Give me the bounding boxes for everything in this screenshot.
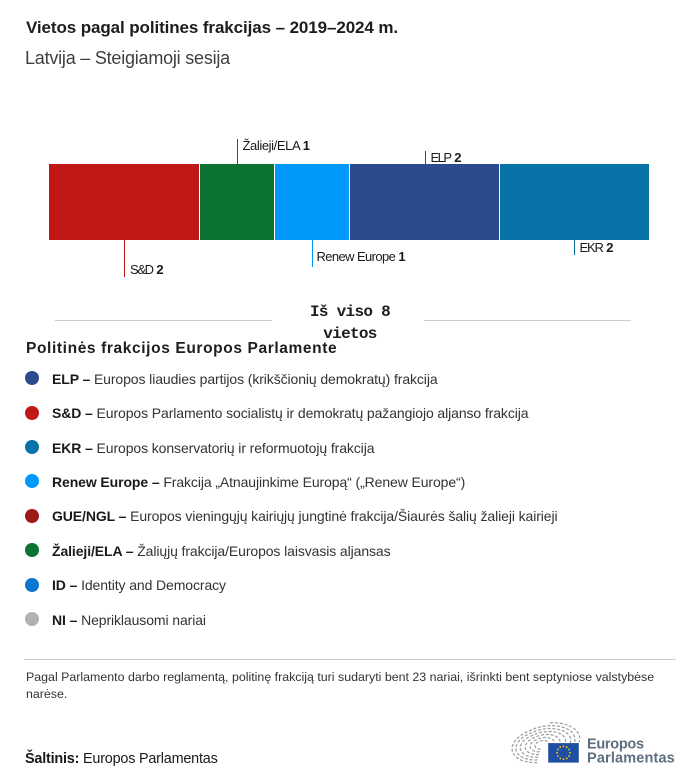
svg-text:Parlamentas: Parlamentas [587,751,675,767]
svg-text:Europos: Europos [587,737,644,753]
